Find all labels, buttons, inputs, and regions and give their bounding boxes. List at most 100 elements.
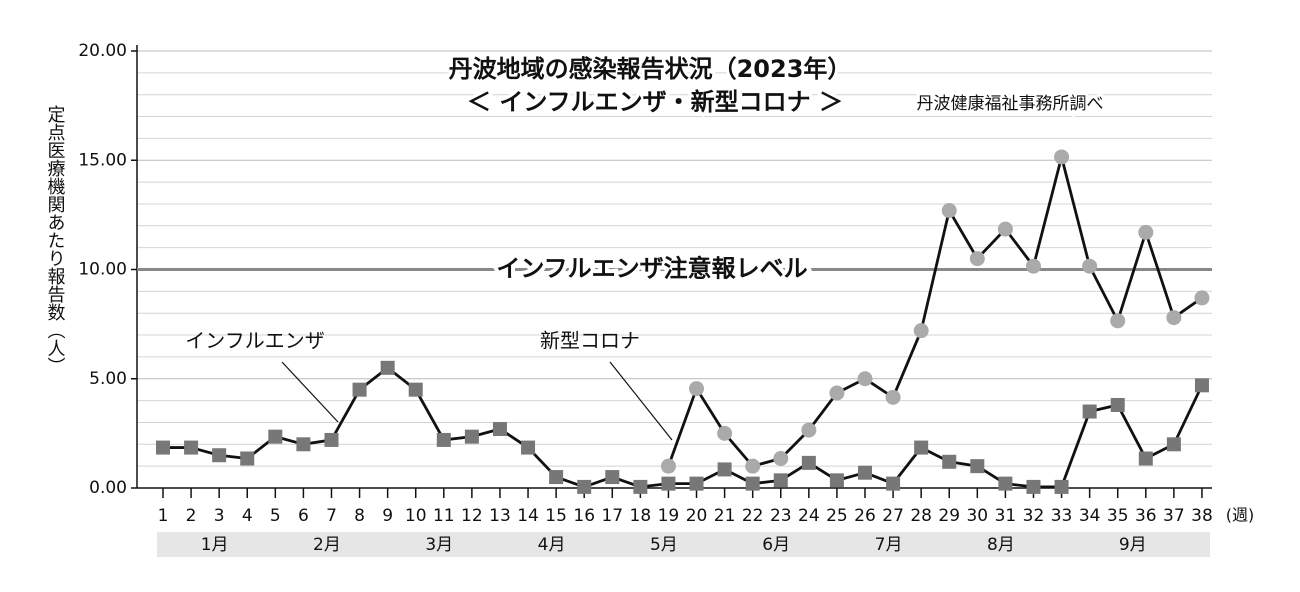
- circle-marker: [941, 203, 957, 219]
- circle-marker: [1025, 258, 1041, 274]
- x-tick-label: 25: [826, 506, 848, 526]
- square-marker: [1110, 397, 1125, 412]
- square-marker: [886, 476, 901, 491]
- x-tick-label: 29: [938, 506, 960, 526]
- square-marker: [268, 429, 283, 444]
- square-marker: [549, 470, 564, 485]
- circle-marker: [857, 371, 873, 387]
- x-tick-label: 37: [1163, 506, 1185, 526]
- x-tick-label: 9: [382, 506, 393, 526]
- x-tick-label: 4: [242, 506, 253, 526]
- square-marker: [970, 459, 985, 474]
- circle-marker: [1082, 258, 1098, 274]
- y-tick-label: 20.00: [78, 41, 127, 61]
- circle-marker: [745, 458, 761, 474]
- x-unit: (週): [1226, 506, 1255, 525]
- x-tick-label: 27: [882, 506, 904, 526]
- x-tick-label: 3: [214, 506, 225, 526]
- x-tick-label: 38: [1191, 506, 1213, 526]
- x-tick-label: 10: [405, 506, 427, 526]
- square-marker: [521, 440, 536, 455]
- square-marker: [942, 454, 957, 469]
- x-tick-label: 23: [770, 506, 792, 526]
- x-tick-label: 20: [686, 506, 708, 526]
- square-marker: [689, 476, 704, 491]
- square-marker: [352, 382, 367, 397]
- circle-marker: [1110, 313, 1126, 329]
- square-marker: [492, 422, 507, 437]
- square-marker: [829, 473, 844, 488]
- square-marker: [1082, 404, 1097, 419]
- x-tick-label: 34: [1079, 506, 1101, 526]
- leader-line: [609, 361, 673, 441]
- circle-marker: [773, 451, 789, 467]
- circle-marker: [913, 323, 929, 339]
- circle-marker: [1166, 310, 1182, 326]
- square-marker: [296, 437, 311, 452]
- square-marker: [1194, 378, 1209, 393]
- square-marker: [633, 479, 648, 494]
- x-tick-label: 18: [630, 506, 652, 526]
- square-marker: [577, 479, 592, 494]
- x-tick-label: 14: [517, 506, 539, 526]
- month-band: [606, 532, 722, 557]
- y-tick-label: 5.00: [89, 369, 127, 389]
- square-marker: [380, 360, 395, 375]
- square-marker: [773, 473, 788, 488]
- x-tick-label: 13: [489, 506, 511, 526]
- x-tick-label: 11: [433, 506, 455, 526]
- month-label: 8月: [987, 535, 1015, 555]
- y-tick-label: 15.00: [78, 150, 127, 170]
- source: 丹波健康福祉事務所調べ: [917, 94, 1104, 114]
- month-label: 5月: [650, 535, 678, 555]
- circle-marker: [1054, 149, 1070, 165]
- x-tick-label: 21: [714, 506, 736, 526]
- square-marker: [745, 476, 760, 491]
- circle-marker: [829, 385, 845, 401]
- x-tick-label: 5: [270, 506, 281, 526]
- x-tick-label: 16: [573, 506, 595, 526]
- circle-marker: [689, 381, 705, 397]
- x-tick-label: 2: [186, 506, 197, 526]
- series-line: [667, 155, 1203, 468]
- x-tick-label: 36: [1135, 506, 1157, 526]
- circle-marker: [1194, 290, 1210, 306]
- square-marker: [436, 432, 451, 447]
- month-band: [1055, 532, 1210, 557]
- series-label: インフルエンザ: [185, 329, 324, 353]
- square-marker: [324, 432, 339, 447]
- square-marker: [717, 462, 732, 477]
- x-tick-label: 24: [798, 506, 820, 526]
- x-tick-label: 15: [545, 506, 567, 526]
- y-axis-label: 定点医療機関あたり報告数（人）: [45, 105, 66, 375]
- circle-marker: [997, 221, 1013, 237]
- month-band: [269, 532, 385, 557]
- circle-marker: [801, 422, 817, 438]
- month-label: 4月: [538, 535, 566, 555]
- square-marker: [1026, 479, 1041, 494]
- month-label: 7月: [875, 535, 903, 555]
- month-band: [381, 532, 497, 557]
- square-marker: [212, 448, 227, 463]
- x-tick-label: 19: [658, 506, 680, 526]
- month-label: 1月: [201, 535, 229, 555]
- square-marker: [998, 476, 1013, 491]
- circle-marker: [660, 458, 676, 474]
- month-label: 6月: [762, 535, 790, 555]
- y-tick-label: 0.00: [89, 478, 127, 498]
- x-tick-label: 1: [158, 506, 169, 526]
- circle-marker: [969, 251, 985, 267]
- square-marker: [914, 440, 929, 455]
- circle-marker: [885, 389, 901, 405]
- y-tick-label: 10.00: [78, 260, 127, 280]
- square-marker: [184, 440, 199, 455]
- x-tick-label: 12: [461, 506, 483, 526]
- circle-marker: [717, 425, 733, 441]
- series-label: 新型コロナ: [540, 329, 640, 353]
- month-label: 9月: [1119, 535, 1147, 555]
- leader-line: [281, 361, 339, 423]
- x-tick-label: 7: [326, 506, 337, 526]
- month-band: [157, 532, 273, 557]
- x-tick-label: 30: [966, 506, 988, 526]
